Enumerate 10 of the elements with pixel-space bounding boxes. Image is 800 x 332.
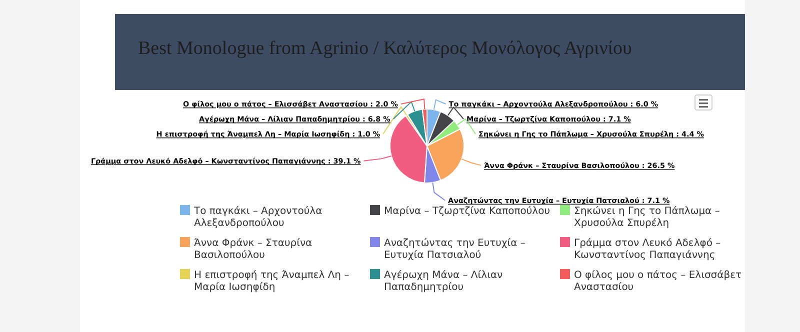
legend-label: Αγέρωχη Μάνα – Λίλιαν Παπαδημητρίου: [384, 270, 504, 293]
legend-label: Αναζητώντας την Ευτυχία – Ευτυχία Πατσιαλού: [384, 238, 526, 261]
chart-title: Best Monologue from Agrinio / Καλύτερος Μονόλογος Αγρινίου: [138, 38, 632, 59]
legend-label: Άννα Φράνκ – Σταυρίνα Βασιλοπούλου: [194, 238, 313, 261]
legend-label: Γράμμα στον Λευκό Αδελφό – Κωνσταντίνος Παπαγιάννης: [574, 238, 721, 261]
legend-label: Σηκώνει η Γης το Πάπλωμα – Χρυσούλα Σπυρέλη: [574, 206, 720, 229]
legend-label: Το παγκάκι – Αρχοντούλα Αλεξανδροπούλου: [193, 206, 323, 229]
legend-label: Η επιστροφή της Άναμπελ Λη – Μαρία Ιωσηφίδη: [194, 270, 350, 293]
legend-label: Ο φίλος μου ο πάτος – Ελισσάβετ Αναστασίου: [574, 270, 742, 293]
legend-label: Μαρίνα – Τζωρτζίνα Καποπούλου: [384, 206, 550, 217]
